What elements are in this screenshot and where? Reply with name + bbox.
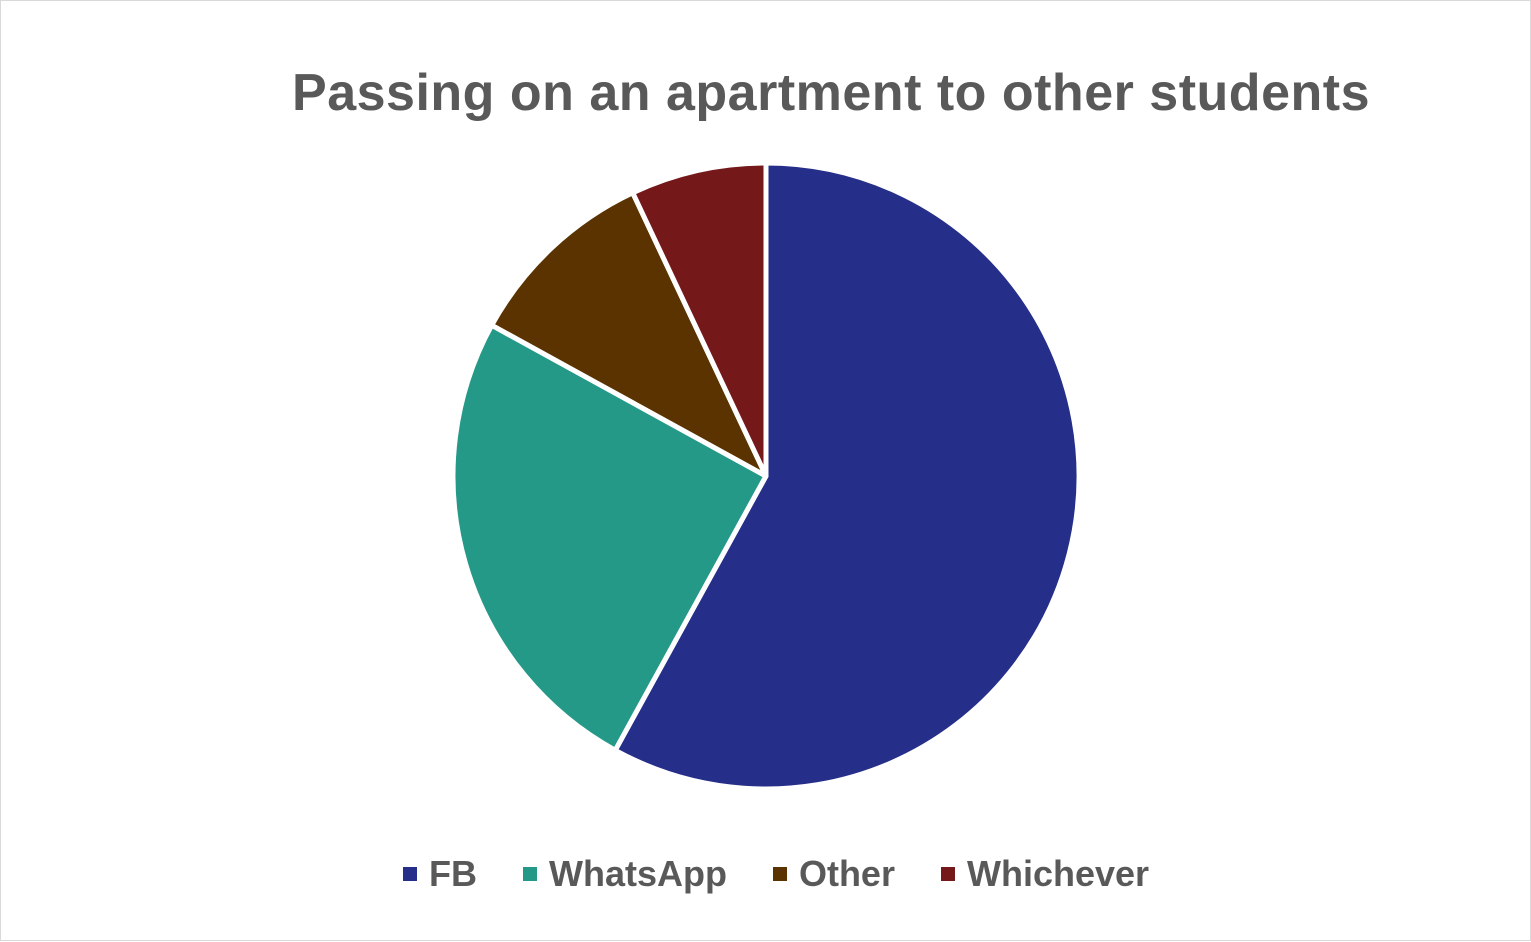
legend-swatch-other <box>772 867 787 881</box>
legend-item-whichever: Whichever <box>940 853 1150 895</box>
pie-slice-other <box>489 190 769 479</box>
chart-title: Passing on an apartment to other student… <box>292 64 1370 122</box>
legend-label-other: Other <box>798 853 895 894</box>
pie-slice-whichever <box>630 160 769 479</box>
legend-item-fb: FB <box>402 853 477 895</box>
pie-slice-fb <box>612 160 1082 792</box>
pie-slice-whatsapp <box>450 322 769 753</box>
legend-swatch-fb <box>402 867 417 881</box>
legend-item-other: Other <box>772 853 895 895</box>
legend-label-fb: FB <box>428 853 477 894</box>
legend-label-whichever: Whichever <box>966 853 1150 894</box>
legend-swatch-whichever <box>940 867 955 881</box>
legend: FB WhatsApp Other Whichever <box>1 853 1531 895</box>
legend-swatch-whatsapp <box>522 867 537 881</box>
pie-slices <box>450 160 1082 792</box>
legend-item-whatsapp: WhatsApp <box>522 853 727 895</box>
legend-label-whatsapp: WhatsApp <box>548 853 727 894</box>
